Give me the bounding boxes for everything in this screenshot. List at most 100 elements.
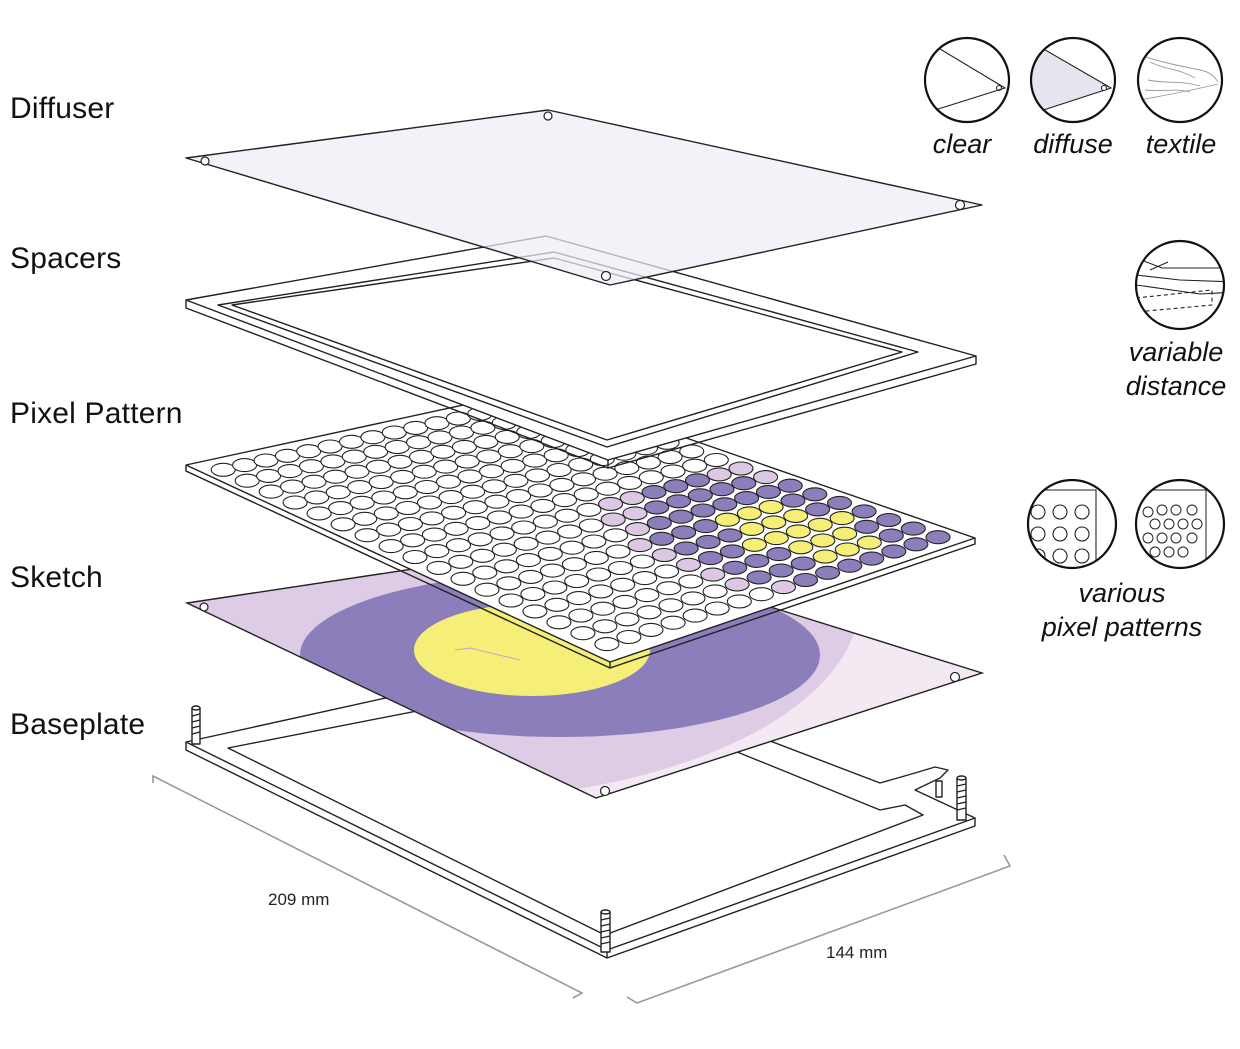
pixel-hole xyxy=(593,620,617,633)
pixel-hole xyxy=(740,522,764,535)
pixel-hole xyxy=(514,537,538,550)
pixel-hole xyxy=(786,525,810,538)
pixel-hole xyxy=(307,507,331,520)
pixel-hole xyxy=(636,456,660,469)
pixel-hole xyxy=(732,477,756,490)
pixel-hole xyxy=(577,503,601,516)
pixel-hole xyxy=(547,464,571,477)
pixel-hole xyxy=(422,528,446,541)
pixel-hole xyxy=(353,512,377,525)
pixel-hole xyxy=(278,465,302,478)
variable-distance-icon xyxy=(1136,241,1236,329)
pixel-hole xyxy=(361,431,385,444)
pixel-hole xyxy=(297,445,321,458)
pixel-hole xyxy=(745,554,769,567)
pixel-hole xyxy=(565,575,589,588)
pixel-hole xyxy=(811,534,835,547)
pixel-hole xyxy=(329,502,353,515)
pixel-hole xyxy=(715,513,739,526)
pixel-hole xyxy=(569,609,593,622)
pixel-hole xyxy=(531,499,555,512)
pixel-hole xyxy=(283,496,307,509)
screw xyxy=(936,781,942,797)
pixel-hole xyxy=(233,459,257,472)
pixel-hole xyxy=(560,541,584,554)
pixel-hole xyxy=(324,470,348,483)
large-pixel-pattern-icon xyxy=(1028,480,1116,575)
pixel-hole xyxy=(507,490,531,503)
pixel-hole xyxy=(630,555,654,568)
clear-diffuser-icon xyxy=(925,38,1009,122)
pixel-hole xyxy=(412,465,436,478)
pixel-hole xyxy=(521,588,545,601)
pixel-hole xyxy=(572,473,596,486)
pixel-hole xyxy=(455,455,479,468)
pixel-hole xyxy=(571,627,595,640)
pixel-hole xyxy=(543,581,567,594)
pixel-hole xyxy=(555,509,579,522)
pixel-hole xyxy=(305,491,329,504)
pixel-hole xyxy=(447,539,471,552)
pixel-hole xyxy=(611,578,635,591)
pixel-hole xyxy=(604,529,628,542)
pixel-hole xyxy=(444,522,468,535)
pixel-hole xyxy=(300,460,324,473)
pixel-hole xyxy=(259,485,283,498)
pixel-hole xyxy=(404,421,428,434)
pixel-hole xyxy=(615,613,639,626)
pixel-hole xyxy=(762,516,786,529)
pixel-hole xyxy=(781,494,805,507)
pixel-hole xyxy=(418,496,442,509)
pixel-hole xyxy=(729,462,753,475)
pixel-hole xyxy=(747,571,771,584)
pixel-hole xyxy=(674,542,698,555)
pixel-hole xyxy=(523,605,547,618)
pixel-hole xyxy=(686,474,710,487)
pixel-hole xyxy=(425,417,449,430)
pixel-hole xyxy=(567,592,591,605)
pixel-hole xyxy=(725,578,749,591)
pixel-hole xyxy=(485,495,509,508)
pixel-hole xyxy=(838,559,862,572)
pixel-hole xyxy=(633,572,657,585)
pixel-hole xyxy=(789,541,813,554)
pixel-hole xyxy=(410,450,434,463)
pixel-hole xyxy=(480,465,504,478)
pixel-hole xyxy=(772,581,796,594)
pixel-hole xyxy=(257,469,281,482)
pixel-hole xyxy=(427,561,451,574)
pixel-hole xyxy=(857,536,881,549)
small-pixel-pattern-icon xyxy=(1136,480,1224,575)
pixel-hole xyxy=(742,538,766,551)
pixel-hole xyxy=(704,454,728,467)
pixel-hole xyxy=(512,521,536,534)
pixel-hole xyxy=(468,533,492,546)
pixel-hole xyxy=(756,485,780,498)
pixel-hole xyxy=(618,476,642,489)
pixel-hole xyxy=(589,585,613,598)
pixel-hole xyxy=(211,463,235,476)
pixel-hole xyxy=(813,550,837,563)
pixel-hole xyxy=(474,435,498,448)
pixel-hole xyxy=(425,545,449,558)
pixel-hole xyxy=(901,522,925,535)
pixel-hole xyxy=(321,455,345,468)
pixel-hole xyxy=(318,440,342,453)
pixel-hole xyxy=(547,616,571,629)
pixel-hole xyxy=(617,631,641,644)
pixel-hole xyxy=(579,519,603,532)
pixel-hole xyxy=(609,562,633,575)
pixel-hole xyxy=(407,436,431,449)
pixel-hole xyxy=(615,462,639,475)
pixel-hole xyxy=(639,623,663,636)
pixel-hole xyxy=(569,458,593,471)
pixel-hole xyxy=(626,523,650,536)
pixel-hole xyxy=(759,501,783,514)
pixel-hole xyxy=(403,551,427,564)
pixel-hole xyxy=(509,505,533,518)
pixel-hole xyxy=(681,592,705,605)
pixel-hole xyxy=(473,566,497,579)
pixel-hole xyxy=(635,589,659,602)
pixel-hole xyxy=(498,445,522,458)
